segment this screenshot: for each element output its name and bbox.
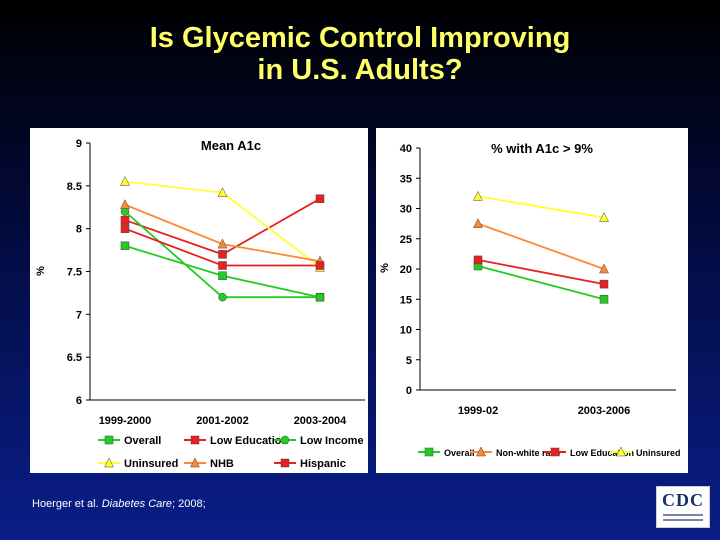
citation-rest: ; 2008;: [172, 498, 206, 510]
a1c-over-9-series-line-low-education: [477, 259, 605, 286]
mean-a1c-data-point-hispanic: [315, 261, 325, 270]
cdc-logo-text: CDC: [662, 490, 704, 510]
a1c-over-9-chart-panel: 40 35 30 25 20 15 10 5 0% 1999-02 2003-2006 % with …: [376, 128, 688, 473]
mean-a1c-y-tick-label: 8: [76, 224, 82, 236]
a1c-over-9-y-tick-label: 15: [400, 294, 412, 306]
a1c-over-9-series-line-non-white-race: [477, 222, 605, 270]
citation-journal: Diabetes Care: [101, 498, 173, 510]
a1c-over-9-y-tick-label: 30: [400, 204, 412, 216]
cdc-logo: CDC: [656, 486, 710, 528]
a1c-over-9-data-point-low-education: [473, 255, 483, 265]
citation-authors: Hoerger et al.: [32, 498, 99, 510]
a1c-over-9-x-tick-label: 1999-02: [458, 405, 498, 417]
a1c-over-9-data-point-non-white-race: [473, 218, 483, 228]
a1c-over-9-legend-marker-low-education: [550, 447, 560, 457]
a1c-over-9-data-point-overall: [599, 295, 609, 304]
a1c-over-9-legend-label-low-education: Low Education: [570, 448, 634, 458]
mean-a1c-x-tick-label: 2001-2002: [196, 415, 249, 427]
a1c-over-9-y-tick-label: 0: [406, 385, 412, 397]
a1c-over-9-y-tick-label: 25: [400, 234, 412, 246]
mean-a1c-y-axis-label: %: [35, 266, 47, 276]
mean-a1c-legend-marker-uninsured: [104, 457, 114, 468]
a1c-over-9-legend-marker-non-white-race: [476, 446, 486, 457]
mean-a1c-data-point-uninsured: [217, 187, 228, 197]
slide-title: Is Glycemic Control Improving in U.S. Ad…: [0, 22, 720, 86]
slide-title-line-1: Is Glycemic Control Improving: [149, 22, 571, 54]
mean-a1c-data-point-low-education: [120, 215, 130, 225]
mean-a1c-data-point-nhb: [120, 199, 130, 209]
mean-a1c-data-point-hispanic: [218, 261, 227, 270]
a1c-over-9-legend-marker-uninsured: [616, 446, 626, 457]
mean-a1c-x-tick-label: 2003-2004: [294, 415, 347, 427]
mean-a1c-data-point-low-income: [218, 292, 227, 302]
mean-a1c-legend-label-nhb: NHB: [210, 458, 234, 470]
a1c-over-9-x-tick-label: 2003-2006: [578, 405, 631, 417]
a1c-over-9-y-tick-label: 35: [400, 173, 412, 185]
a1c-over-9-y-tick-label: 20: [400, 264, 412, 276]
mean-a1c-chart: 9 8.5 8 7.5 7 6.5 6% 1999-2000 2001-2002 2003-200…: [35, 138, 365, 470]
mean-a1c-y-tick-label: 9: [76, 138, 82, 150]
a1c-over-9-data-point-uninsured: [599, 212, 609, 222]
mean-a1c-data-point-low-education: [315, 194, 325, 203]
a1c-over-9-legend-marker-overall: [424, 447, 434, 457]
mean-a1c-legend-marker-hispanic: [280, 458, 290, 468]
mean-a1c-y-tick-label: 6.5: [67, 352, 82, 364]
slide-title-line-2: in U.S. Adults?: [257, 54, 463, 86]
mean-a1c-data-point-nhb: [217, 238, 228, 249]
a1c-over-9-y-axis-label: %: [379, 263, 391, 273]
mean-a1c-legend-label-overall: Overall: [124, 435, 161, 447]
mean-a1c-y-tick-label: 7: [76, 309, 82, 321]
mean-a1c-y-tick-label: 6: [76, 395, 82, 407]
mean-a1c-legend-marker-low-income: [280, 435, 290, 445]
mean-a1c-legend-label-low-education: Low Education: [210, 435, 289, 447]
a1c-over-9-data-point-uninsured: [473, 190, 483, 201]
mean-a1c-chart-title: Mean A1c: [201, 138, 261, 153]
a1c-over-9-legend-label-non-white-race: Non-white race: [496, 448, 561, 458]
mean-a1c-data-point-overall: [120, 241, 130, 251]
mean-a1c-legend-label-low-income: Low Income: [300, 435, 364, 447]
a1c-over-9-chart: 40 35 30 25 20 15 10 5 0% 1999-02 2003-2006 % with …: [379, 141, 681, 458]
mean-a1c-y-tick-label: 8.5: [67, 181, 82, 193]
mean-a1c-legend-label-uninsured: Uninsured: [124, 458, 178, 470]
a1c-over-9-data-point-low-education: [599, 279, 609, 289]
citation: Hoerger et al. Diabetes Care; 2008;: [32, 498, 206, 510]
a1c-over-9-legend-label-overall: Overall: [444, 448, 475, 458]
mean-a1c-data-point-low-education: [218, 250, 227, 259]
mean-a1c-y-tick-label: 7.5: [67, 267, 82, 279]
mean-a1c-legend-marker-nhb: [190, 457, 200, 468]
a1c-over-9-data-point-non-white-race: [599, 263, 609, 274]
mean-a1c-legend-marker-overall: [104, 435, 114, 445]
mean-a1c-legend-marker-low-education: [190, 435, 200, 445]
mean-a1c-data-point-overall: [218, 271, 227, 281]
a1c-over-9-series-line-uninsured: [477, 195, 605, 219]
mean-a1c-chart-panel: 9 8.5 8 7.5 7 6.5 6% 1999-2000 2001-2002 2003-200…: [30, 128, 368, 473]
a1c-over-9-series-line-overall: [477, 265, 605, 301]
a1c-over-9-y-tick-label: 5: [406, 355, 412, 367]
a1c-over-9-y-tick-label: 40: [400, 143, 412, 155]
mean-a1c-legend-label-hispanic: Hispanic: [300, 458, 346, 470]
a1c-over-9-chart-title: % with A1c > 9%: [491, 141, 593, 156]
a1c-over-9-y-tick-label: 10: [400, 325, 412, 337]
mean-a1c-x-tick-label: 1999-2000: [99, 415, 152, 427]
a1c-over-9-legend-label-uninsured: Uninsured: [636, 448, 681, 458]
mean-a1c-data-point-low-income: [315, 292, 325, 302]
mean-a1c-data-point-uninsured: [120, 175, 130, 186]
mean-a1c-data-point-hispanic: [120, 224, 130, 233]
